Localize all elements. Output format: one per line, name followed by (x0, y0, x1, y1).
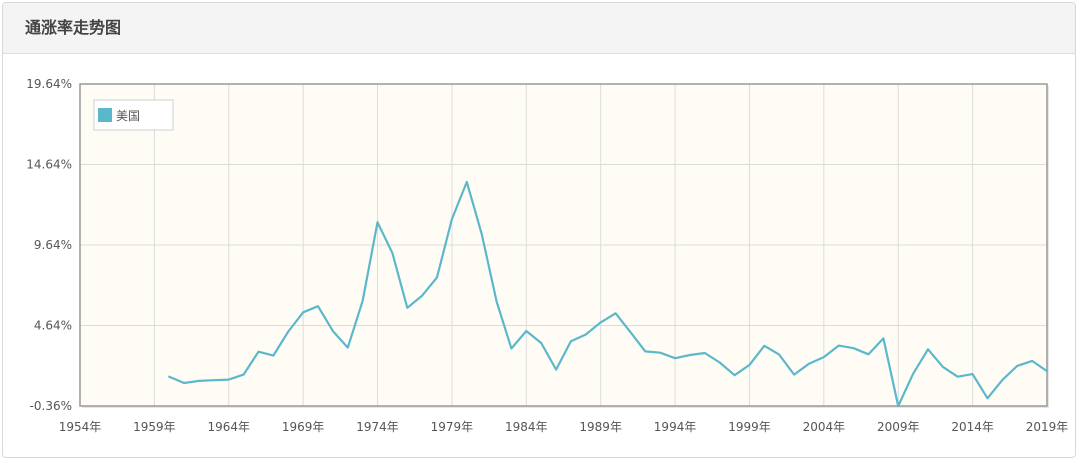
x-tick-label: 1969年 (282, 420, 325, 434)
x-tick-label: 1974年 (356, 420, 399, 434)
x-tick-label: 2014年 (951, 420, 994, 434)
y-tick-label: 19.64% (26, 77, 72, 91)
y-tick-label: -0.36% (30, 399, 72, 413)
x-tick-label: 1954年 (59, 420, 102, 434)
legend: 美国 (93, 99, 174, 131)
x-tick-label: 1994年 (654, 420, 697, 434)
x-tick-label: 1984年 (505, 420, 548, 434)
x-tick-label: 1989年 (579, 420, 622, 434)
x-tick-label: 2004年 (803, 420, 846, 434)
x-tick-label: 1964年 (207, 420, 250, 434)
panel-title: 通涨率走势图 (3, 3, 1075, 54)
x-tick-label: 2009年 (877, 420, 920, 434)
legend-swatch (98, 108, 112, 122)
y-tick-label: 14.64% (26, 158, 72, 172)
series-line-us (168, 180, 1049, 408)
y-tick-label: 4.64% (34, 319, 72, 333)
x-tick-label: 1979年 (431, 420, 474, 434)
x-tick-label: 1999年 (728, 420, 771, 434)
x-tick-label: 2019年 (1026, 420, 1069, 434)
plot-frame (79, 83, 1048, 407)
y-tick-label: 9.64% (34, 238, 72, 252)
x-tick-label: 1959年 (133, 420, 176, 434)
legend-label: 美国 (116, 109, 140, 123)
